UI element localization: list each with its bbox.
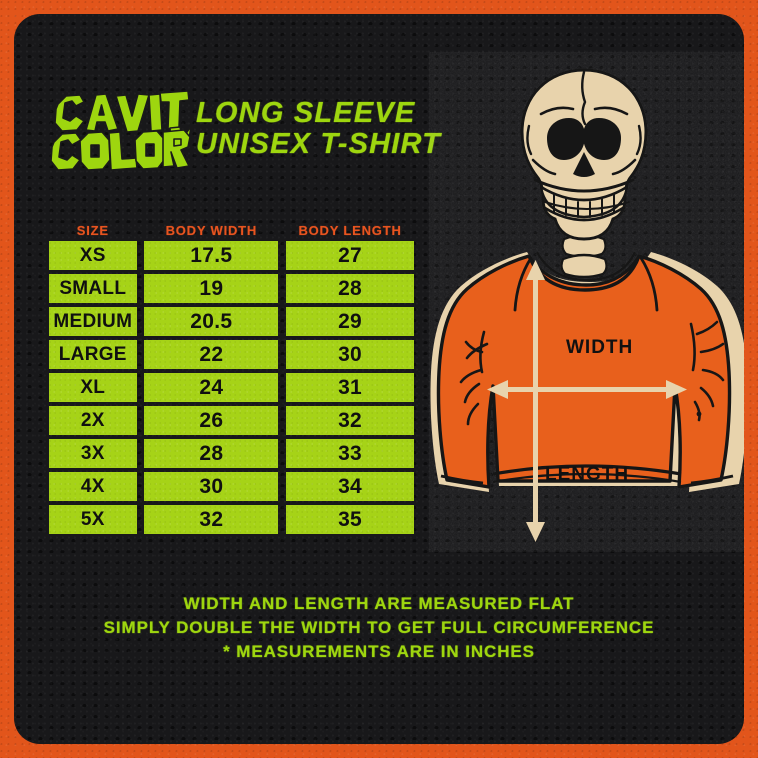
cell-gap <box>278 274 286 303</box>
table-row: 5X 32 35 <box>49 505 414 534</box>
cell-body-width: 20.5 <box>144 307 279 336</box>
cell-body-length: 30 <box>286 340 414 369</box>
cell-gap <box>137 241 145 270</box>
cell-body-width: 24 <box>144 373 279 402</box>
cell-gap <box>137 373 145 402</box>
cell-gap <box>278 439 286 468</box>
cell-body-length: 29 <box>286 307 414 336</box>
title-line-2: UNISEX T-SHIRT <box>196 128 442 161</box>
cell-gap <box>137 472 145 501</box>
cell-body-length: 28 <box>286 274 414 303</box>
cell-size: SMALL <box>49 274 137 303</box>
footer-line-2: SIMPLY DOUBLE THE WIDTH TO GET FULL CIRC… <box>103 618 655 638</box>
cell-body-length: 27 <box>286 241 414 270</box>
cell-body-length: 35 <box>286 505 414 534</box>
length-measurement-label: LENGTH <box>545 464 630 485</box>
cell-gap <box>278 373 286 402</box>
cell-size: XS <box>49 241 137 270</box>
cell-size: MEDIUM <box>49 307 137 336</box>
footer-line-1: WIDTH AND LENGTH ARE MEASURED FLAT <box>183 594 575 613</box>
content-panel: LONG SLEEVE UNISEX T-SHIRT SIZE BODY WID… <box>14 14 744 744</box>
cell-gap <box>278 505 286 534</box>
cell-gap <box>137 340 145 369</box>
column-header-body-length: BODY LENGTH <box>298 222 402 238</box>
cell-body-width: 17.5 <box>144 241 279 270</box>
cell-body-width: 30 <box>144 472 279 501</box>
cell-body-width: 26 <box>144 406 279 435</box>
cell-gap <box>137 505 145 534</box>
table-row: MEDIUM 20.5 29 <box>49 307 414 336</box>
cell-gap <box>278 472 286 501</box>
cell-size: 5X <box>49 505 137 534</box>
cell-body-length: 31 <box>286 373 414 402</box>
cell-body-length: 32 <box>286 406 414 435</box>
table-header-row: SIZE BODY WIDTH BODY LENGTH <box>49 219 414 241</box>
cell-gap <box>278 340 286 369</box>
cell-gap <box>278 406 286 435</box>
footer-line-3: * MEASUREMENTS ARE IN INCHES <box>223 642 535 662</box>
title-line-1: LONG SLEEVE <box>196 97 416 129</box>
column-header-size: SIZE <box>76 222 109 238</box>
table-row: XL 24 31 <box>49 373 414 402</box>
table-body: XS 17.5 27 SMALL 19 28 MEDIUM 20.5 29 LARGE 22 30 XL… <box>49 241 414 534</box>
cell-gap <box>278 241 286 270</box>
skeleton-shirt-illustration: WIDTH LENGTH <box>429 52 744 552</box>
cell-size: 3X <box>49 439 137 468</box>
table-row: 3X 28 33 <box>49 439 414 468</box>
column-header-body-width: BODY WIDTH <box>165 222 258 238</box>
width-measurement-label: WIDTH <box>566 337 634 358</box>
cell-gap <box>278 307 286 336</box>
table-row: 4X 30 34 <box>49 472 414 501</box>
cell-gap <box>137 406 145 435</box>
cell-size: 2X <box>49 406 137 435</box>
cell-gap <box>137 439 145 468</box>
cell-gap <box>137 274 145 303</box>
cavity-colors-logo <box>50 90 190 176</box>
table-row: 2X 26 32 <box>49 406 414 435</box>
table-row: SMALL 19 28 <box>49 274 414 303</box>
cell-body-length: 34 <box>286 472 414 501</box>
table-row: XS 17.5 27 <box>49 241 414 270</box>
size-table: SIZE BODY WIDTH BODY LENGTH XS 17.5 27 SMAL… <box>49 219 414 538</box>
cell-size: LARGE <box>49 340 137 369</box>
cell-body-width: 22 <box>144 340 279 369</box>
page-title: LONG SLEEVE UNISEX T-SHIRT <box>196 97 496 161</box>
cell-body-width: 28 <box>144 439 279 468</box>
cell-body-width: 32 <box>144 505 279 534</box>
cell-size: 4X <box>49 472 137 501</box>
footer-notes: WIDTH AND LENGTH ARE MEASURED FLAT SIMPL… <box>28 592 730 664</box>
cell-size: XL <box>49 373 137 402</box>
cell-body-width: 19 <box>144 274 279 303</box>
table-row: LARGE 22 30 <box>49 340 414 369</box>
cell-gap <box>137 307 145 336</box>
cell-body-length: 33 <box>286 439 414 468</box>
